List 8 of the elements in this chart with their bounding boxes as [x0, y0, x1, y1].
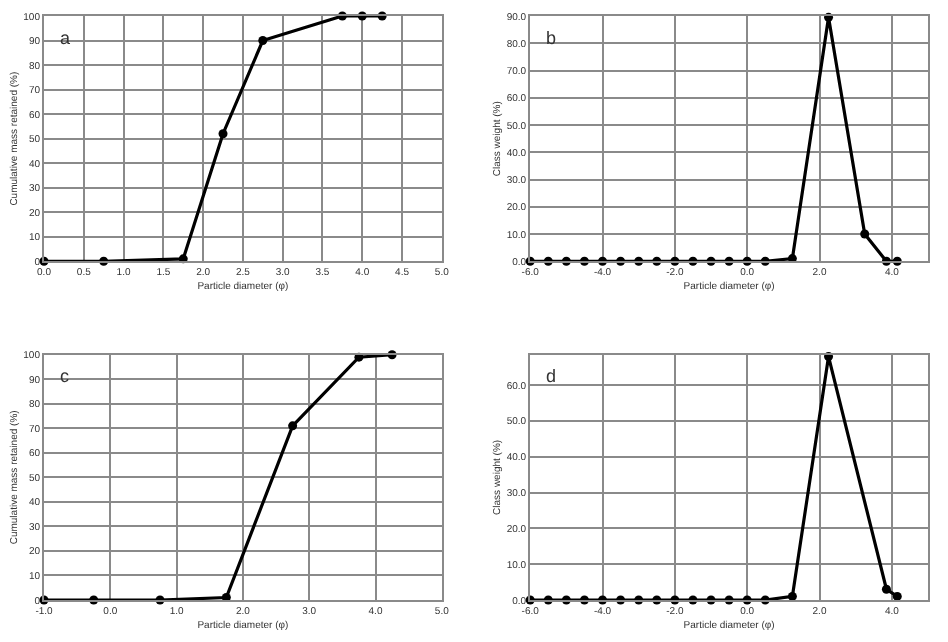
point [881, 584, 891, 594]
point [218, 129, 228, 139]
point [288, 421, 298, 431]
point [892, 591, 902, 601]
point [787, 591, 797, 601]
point [258, 36, 268, 46]
point [860, 229, 870, 239]
text: d [546, 366, 557, 386]
